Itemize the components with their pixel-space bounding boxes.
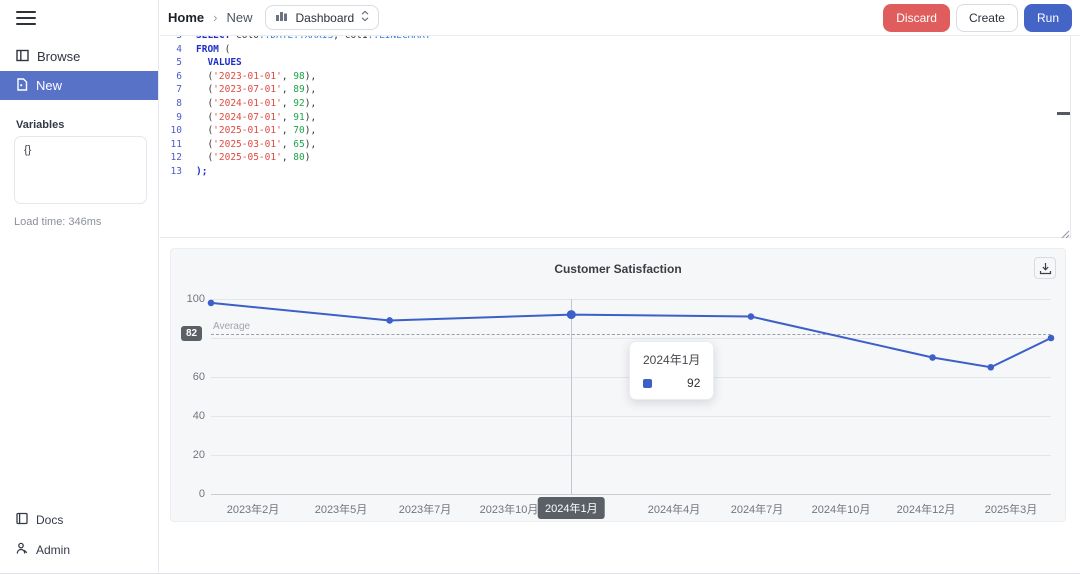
- gridline: [211, 299, 1051, 300]
- data-point[interactable]: [566, 310, 576, 320]
- gridline: [211, 455, 1051, 456]
- line-series: [207, 299, 1055, 371]
- variables-input[interactable]: {}: [14, 136, 147, 204]
- sidebar-item-label: New: [36, 78, 63, 93]
- code-line: 12 ('2025-05-01', 80): [170, 152, 311, 164]
- x-tick-label: 2024年7月: [730, 504, 784, 516]
- view-mode-value: Dashboard: [295, 10, 355, 25]
- view-mode-select[interactable]: Dashboard: [265, 5, 380, 30]
- average-label: Average: [213, 321, 251, 333]
- download-chart-button[interactable]: [1034, 257, 1056, 279]
- tooltip-title: 2024年1月: [643, 353, 701, 367]
- browse-icon: [16, 49, 29, 65]
- sidebar-item-label: Browse: [37, 49, 81, 64]
- code-line: 4 FROM (: [176, 43, 231, 55]
- editor-scrollbar-thumb[interactable]: [1057, 112, 1070, 115]
- tooltip-value: 92: [687, 376, 701, 390]
- bar-chart-icon: [275, 10, 288, 25]
- sidebar-item-docs[interactable]: Docs: [0, 505, 158, 535]
- code-line: 8 ('2024-01-01', 92),: [176, 97, 317, 109]
- run-button[interactable]: Run: [1023, 3, 1072, 32]
- chart-card: Customer Satisfaction 100 60 40 20 0 Average 8…: [170, 248, 1066, 522]
- hamburger-menu-icon[interactable]: [16, 11, 36, 27]
- sidebar-nav: Browse New: [0, 42, 158, 100]
- sidebar-footer-label: Docs: [36, 513, 64, 527]
- new-file-icon: [16, 77, 28, 94]
- x-tick-label: 2023年5月: [314, 504, 368, 516]
- crosshair-line: [571, 299, 573, 494]
- breadcrumb-home[interactable]: Home: [168, 10, 205, 25]
- data-point[interactable]: [1047, 334, 1055, 342]
- create-button[interactable]: Create: [955, 3, 1018, 32]
- y-tick-label: 100: [186, 293, 205, 305]
- x-tick-label: 2024年12月: [896, 504, 956, 516]
- topbar: Home › New Dashboard Discard Create Run: [160, 0, 1080, 36]
- y-tick-label: 20: [192, 449, 205, 461]
- variables-label: Variables: [16, 119, 65, 131]
- sidebar-item-new[interactable]: New: [0, 71, 158, 100]
- axis-pointer-badge: 2024年1月: [537, 497, 605, 519]
- average-line: [211, 334, 1051, 336]
- docs-icon: [16, 512, 28, 528]
- code-line: 9 ('2024-07-01', 91),: [176, 111, 317, 123]
- data-point[interactable]: [747, 313, 755, 320]
- code-line: 5 VALUES: [176, 57, 242, 69]
- x-axis-line: [211, 494, 1051, 495]
- code-line: 6 ('2023-01-01', 98),: [176, 70, 317, 82]
- admin-icon: [16, 542, 28, 558]
- chart-plot-area[interactable]: 100 60 40 20 0 Average 82 2023年2月 2023年5月 2023年7月…: [171, 249, 1065, 521]
- variables-value: {}: [24, 144, 32, 156]
- sidebar-footer-label: Admin: [36, 543, 71, 557]
- x-tick-label: 2023年2月: [226, 504, 280, 516]
- chart-tooltip: 2024年1月 92: [629, 341, 715, 400]
- code-line: 3SELECT col0::DATE::XAXIS, col1::LINECHA…: [160, 36, 1070, 43]
- x-tick-label: 2024年10月: [811, 504, 871, 516]
- sidebar: Browse New Variables {} Load time: 346ms…: [0, 0, 159, 573]
- sidebar-item-browse[interactable]: Browse: [0, 42, 158, 71]
- x-tick-label: 2023年7月: [398, 504, 452, 516]
- tooltip-series-marker: [643, 378, 652, 388]
- sql-editor[interactable]: 3SELECT col0::DATE::XAXIS, col1::LINECHA…: [160, 36, 1071, 238]
- x-tick-label: 2023年10月: [479, 504, 539, 516]
- download-icon: [1039, 262, 1051, 274]
- gridline: [211, 416, 1051, 417]
- code-line: 11 ('2025-03-01', 65),: [170, 138, 317, 150]
- breadcrumb-chevron-icon: ›: [213, 10, 218, 25]
- sidebar-item-admin[interactable]: Admin: [0, 535, 158, 565]
- gridline: [211, 338, 1051, 339]
- average-value-badge: 82: [181, 326, 203, 342]
- x-tick-label: 2024年4月: [647, 504, 701, 516]
- breadcrumb-current: New: [226, 10, 253, 25]
- data-point[interactable]: [386, 317, 393, 324]
- data-point[interactable]: [929, 354, 936, 361]
- x-tick-label: 2025年3月: [984, 504, 1038, 516]
- discard-button[interactable]: Discard: [883, 3, 950, 32]
- code-line: 10 ('2025-01-01', 70),: [170, 125, 317, 137]
- y-tick-label: 60: [192, 371, 205, 383]
- y-tick-label: 0: [198, 488, 205, 500]
- code-line: 13);: [170, 165, 208, 177]
- y-tick-label: 40: [192, 410, 205, 422]
- data-point[interactable]: [207, 299, 215, 307]
- load-time-status: Load time: 346ms: [14, 216, 102, 228]
- code-line: 7 ('2023-07-01', 89),: [176, 84, 317, 96]
- sidebar-footer: Docs Admin: [0, 505, 158, 565]
- chart-title: Customer Satisfaction: [554, 262, 682, 276]
- updown-chevron-icon: [361, 10, 369, 25]
- code-lines: 3SELECT col0::DATE::XAXIS, col1::LINECHA…: [160, 36, 1070, 179]
- data-point[interactable]: [987, 363, 995, 371]
